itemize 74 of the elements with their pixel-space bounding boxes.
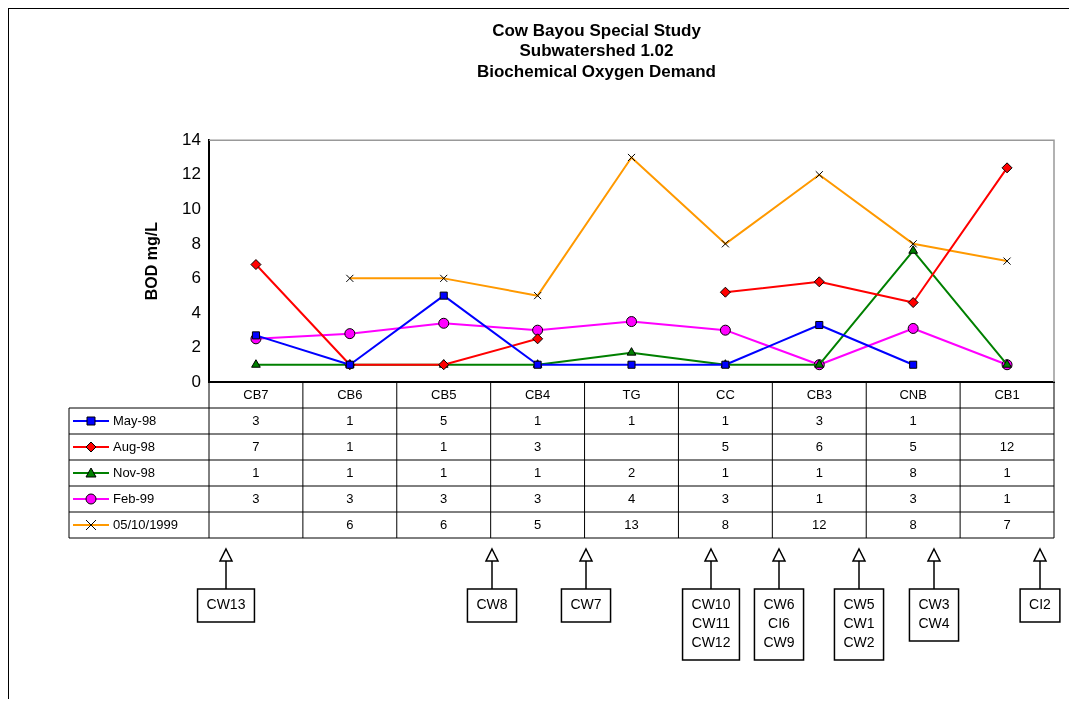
legend-label: Nov-98 [113,464,155,480]
text: CI2 [1029,596,1052,613]
data-label: 5 [440,412,448,428]
data-label: 3 [721,490,730,506]
data-label: 3 [440,490,448,506]
data-label: 13 [624,516,639,532]
data-label: 1 [627,412,636,428]
data-label: 1 [252,464,260,480]
data-label: 12 [812,516,827,532]
data-label: 3 [346,490,354,506]
x-tick-label: CB1 [994,386,1020,402]
text: CW8 [476,596,508,613]
text: CW3 CW4 [918,596,950,632]
data-label: 3 [909,490,917,506]
data-label: 3 [252,412,260,428]
data-label: 5 [721,438,730,454]
data-label: 1 [815,490,823,506]
y-tick-label: 14 [182,129,201,149]
x-tick-label: CNB [899,386,927,402]
data-label: 3 [533,490,542,506]
data-label: 1 [440,464,448,480]
y-tick-label: 6 [191,268,201,288]
data-label: 3 [252,490,260,506]
y-tick-label: 10 [182,198,201,218]
data-label: 1 [533,412,542,428]
data-label: 1 [909,412,917,428]
y-tick-label: 2 [191,337,201,357]
x-tick-label: CB7 [243,386,269,402]
data-label: 1 [1003,490,1011,506]
legend-label: Aug-98 [113,438,155,454]
data-label: 1 [346,438,354,454]
chart-title: Cow Bayou Special Study Subwatershed 1.02 Biochemical Oxygen Demand [476,20,717,81]
data-label: 1 [1003,464,1011,480]
data-label: 6 [815,438,823,454]
data-label: 6 [440,516,448,532]
text: CW13 [206,596,246,613]
data-label: 1 [346,464,354,480]
text: CW5 CW1 CW2 [843,596,875,651]
data-label: 4 [627,490,636,506]
y-axis-title: BOD mg/L [143,221,161,301]
data-label: 12 [999,438,1015,454]
y-tick-label: 0 [191,371,201,391]
legend-label: May-98 [113,412,157,428]
legend-label: 05/10/1999 [113,516,179,532]
data-label: 8 [909,464,917,480]
data-label: 1 [440,438,448,454]
data-label: 8 [909,516,917,532]
data-label: 5 [909,438,917,454]
y-tick-label: 4 [191,302,201,322]
data-label: 1 [346,412,354,428]
data-label: 1 [815,464,823,480]
data-label: 2 [627,464,636,480]
legend-label: Feb-99 [113,490,155,506]
data-label: 6 [346,516,354,532]
y-tick-label: 8 [191,233,201,253]
data-label: 1 [533,464,542,480]
y-tick-label: 12 [182,164,201,184]
text: CW6 CI6 CW9 [763,596,795,651]
data-label: 1 [721,464,730,480]
data-label: 3 [815,412,823,428]
text: CW7 [570,596,602,613]
x-tick-label: TG [622,386,641,402]
data-label: 8 [721,516,730,532]
text: CW10 CW11 CW12 [691,596,731,651]
data-label: 7 [252,438,260,454]
x-tick-label: CC [716,386,735,402]
x-tick-label: CB3 [806,386,832,402]
data-label: 5 [533,516,542,532]
data-label: 1 [721,412,730,428]
data-label: 7 [1003,516,1011,532]
data-label: 3 [533,438,542,454]
x-tick-label: CB6 [337,386,363,402]
x-tick-label: CB4 [524,386,551,402]
x-tick-label: CB5 [431,386,457,402]
